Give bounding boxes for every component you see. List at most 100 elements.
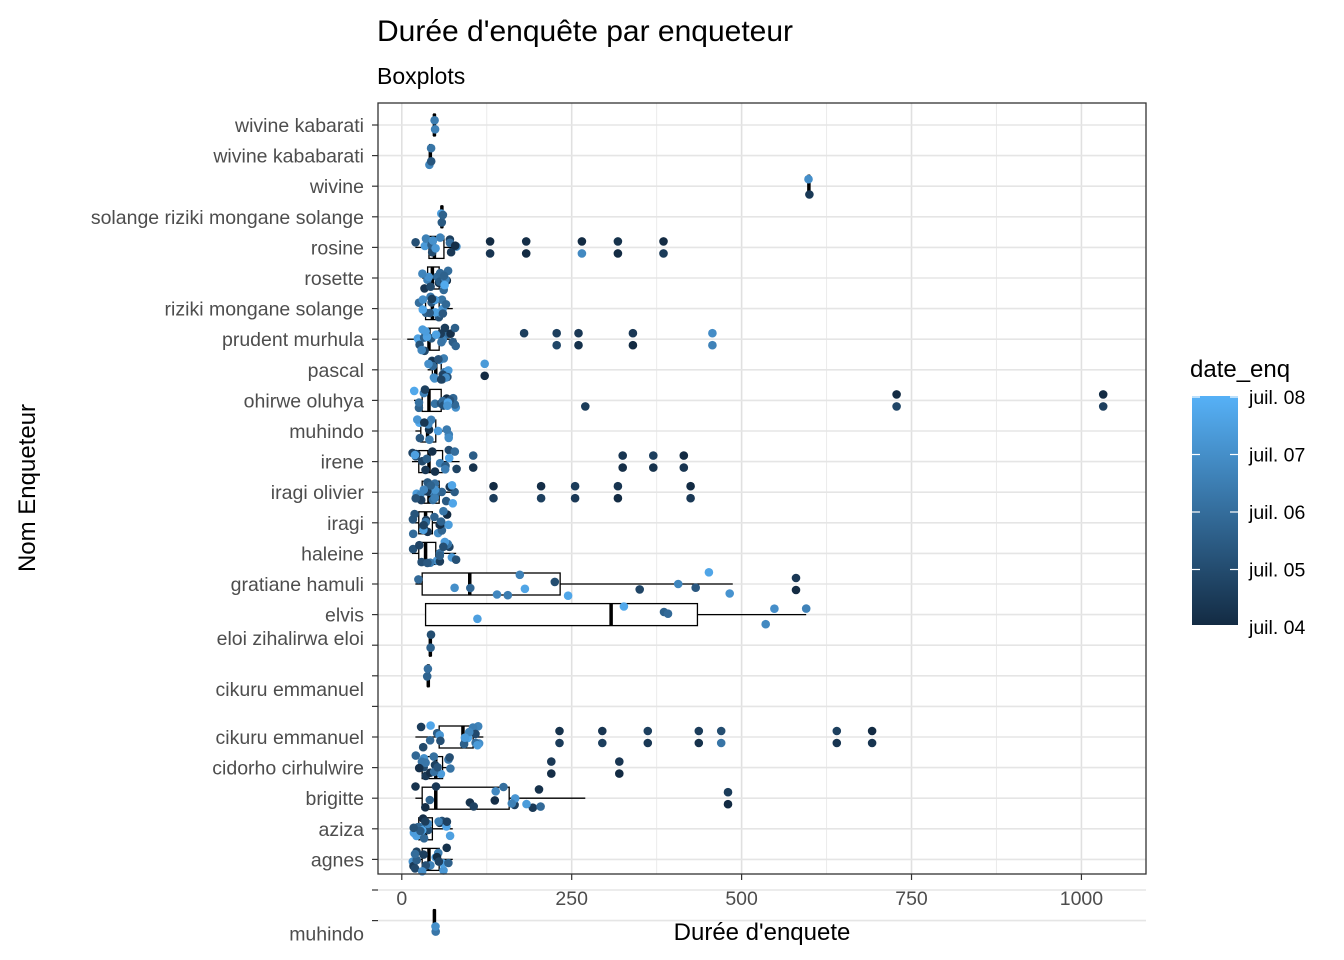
- outlier-point: [598, 738, 607, 748]
- data-point: [704, 568, 714, 577]
- data-point: [415, 433, 425, 443]
- data-point: [439, 506, 448, 516]
- y-tick-label: wivine: [309, 176, 364, 198]
- outlier-point: [643, 726, 653, 736]
- outlier-point: [552, 340, 561, 350]
- data-point: [805, 190, 814, 199]
- legend-label: juil. 08: [1248, 387, 1305, 409]
- data-point: [473, 614, 482, 624]
- data-point: [443, 401, 452, 411]
- y-tick-label: rosette: [304, 268, 364, 290]
- data-point: [499, 782, 508, 792]
- x-axis-tick-labels: 0 250 500 750 1000: [396, 874, 1103, 910]
- outlier-point: [832, 738, 842, 748]
- data-point: [619, 602, 629, 611]
- outlier-point: [536, 493, 546, 503]
- data-point: [473, 740, 482, 750]
- outlier-point: [716, 726, 726, 736]
- chart-title: Durée d'enquête par enqueteur: [377, 15, 793, 48]
- outlier-point: [489, 481, 498, 491]
- outlier-point: [659, 249, 668, 258]
- outlier-point: [649, 463, 658, 472]
- data-point: [441, 496, 451, 506]
- data-point: [426, 643, 435, 652]
- outlier-point: [480, 371, 490, 381]
- data-point: [430, 125, 440, 134]
- legend-label: juil. 04: [1248, 617, 1306, 639]
- data-point: [459, 739, 469, 749]
- data-point: [550, 577, 560, 587]
- data-point: [426, 481, 436, 490]
- data-point: [426, 157, 436, 166]
- data-point: [438, 210, 448, 220]
- points-layer: [408, 116, 1108, 936]
- outlier-point: [598, 726, 607, 736]
- outlier-point: [679, 463, 689, 472]
- data-point: [440, 280, 449, 290]
- data-point: [420, 385, 430, 394]
- data-point: [466, 583, 475, 593]
- data-point: [436, 769, 446, 779]
- outlier-point: [577, 249, 587, 258]
- x-tick-label: 250: [555, 888, 588, 910]
- data-point: [491, 787, 501, 796]
- outlier-point: [555, 726, 564, 736]
- y-tick-label: agnes: [311, 849, 364, 871]
- outlier-point: [791, 585, 801, 595]
- data-point: [409, 823, 419, 833]
- data-point: [414, 575, 423, 584]
- y-tick-label: muhindo: [289, 924, 364, 946]
- data-point: [448, 499, 458, 508]
- data-point: [440, 323, 450, 333]
- data-point: [425, 308, 435, 318]
- outlier-point: [574, 340, 583, 350]
- data-point: [635, 585, 644, 594]
- data-point: [416, 826, 425, 836]
- outlier-point: [643, 738, 653, 748]
- data-point: [515, 570, 525, 580]
- data-point: [507, 799, 517, 808]
- data-point: [421, 234, 431, 243]
- data-point: [430, 374, 439, 383]
- outlier-point: [574, 328, 583, 338]
- box-iqr: [424, 602, 699, 627]
- data-point: [439, 271, 449, 281]
- outlier-point: [801, 604, 811, 613]
- outlier-point: [468, 463, 478, 472]
- data-point: [431, 244, 440, 253]
- data-point: [426, 630, 436, 639]
- x-tick-label: 750: [895, 888, 928, 910]
- y-tick-label: solange riziki mongane solange: [91, 207, 364, 229]
- data-point: [804, 174, 813, 184]
- data-point: [409, 386, 419, 396]
- data-point: [427, 294, 437, 304]
- data-point: [430, 493, 440, 503]
- data-point: [416, 722, 426, 732]
- outlier-point: [628, 328, 638, 338]
- box-16: [424, 602, 807, 627]
- data-point: [430, 467, 440, 476]
- data-point: [418, 295, 428, 304]
- data-point: [421, 817, 430, 826]
- data-point: [436, 736, 445, 746]
- data-point: [439, 542, 448, 552]
- data-point: [411, 751, 421, 760]
- outlier-point: [536, 481, 546, 491]
- data-point: [431, 922, 440, 931]
- data-point: [418, 742, 428, 752]
- data-point: [435, 233, 445, 242]
- data-point: [420, 418, 429, 427]
- data-point: [437, 218, 447, 227]
- data-point: [425, 736, 435, 745]
- data-point: [420, 241, 430, 251]
- box-15: [415, 572, 733, 596]
- data-point: [437, 487, 447, 497]
- data-point: [411, 494, 421, 503]
- y-tick-label: rosine: [311, 237, 364, 259]
- data-point: [503, 590, 513, 600]
- outlier-point: [892, 390, 901, 399]
- outlier-point: [521, 249, 531, 258]
- outlier-point: [489, 493, 498, 503]
- data-point: [444, 858, 453, 868]
- data-point: [423, 664, 433, 674]
